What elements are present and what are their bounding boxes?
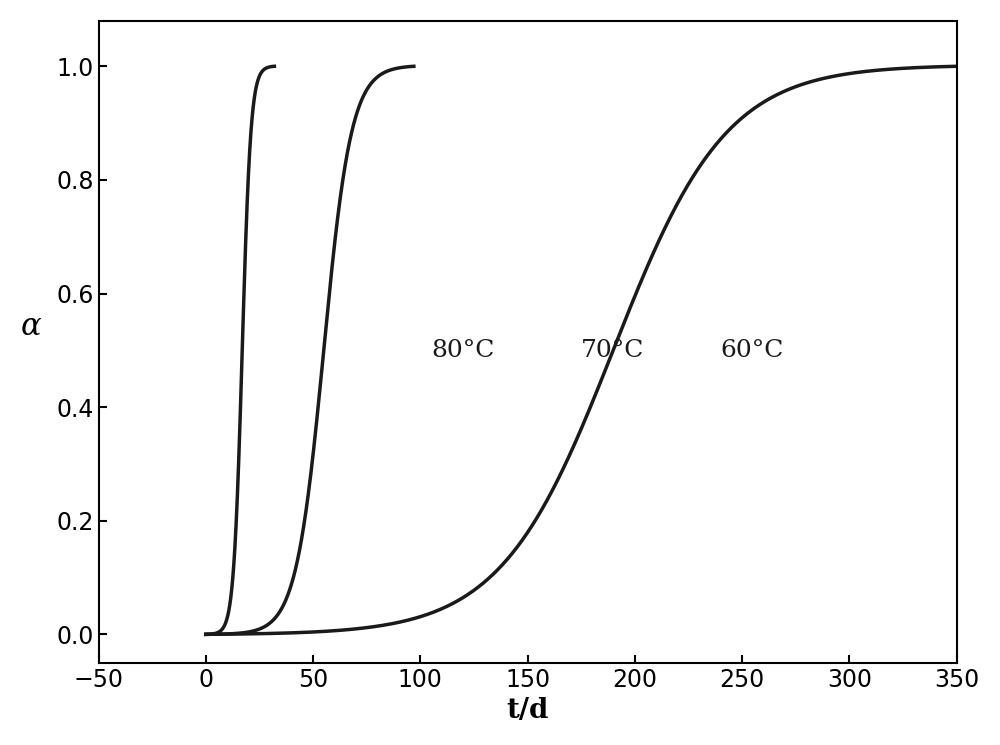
Text: 60°C: 60°C — [721, 339, 784, 362]
Text: 80°C: 80°C — [431, 339, 494, 362]
Y-axis label: α: α — [21, 311, 41, 342]
X-axis label: t/d: t/d — [506, 697, 549, 724]
Text: 70°C: 70°C — [581, 339, 645, 362]
